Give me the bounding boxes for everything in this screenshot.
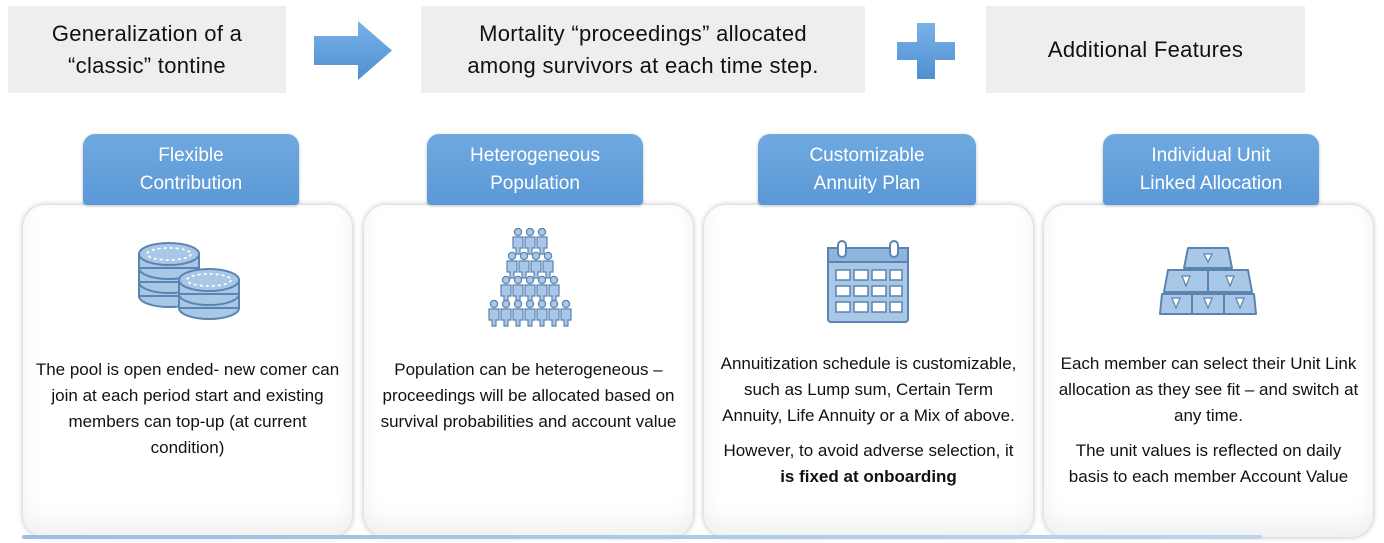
- header-box-additional-features: Additional Features: [986, 6, 1305, 93]
- header-box-classic-tontine: Generalization of a “classic” tontine: [8, 6, 286, 93]
- feature-title: Flexible Contribution: [139, 144, 243, 194]
- bottom-divider-line: [22, 535, 1262, 539]
- feature-tab-heterogeneous-population: Heterogeneous Population: [427, 134, 643, 205]
- header-box-classic-tontine-text: Generalization of a “classic” tontine: [51, 20, 243, 78]
- feature-desc-text-2: The unit values is reflected on daily ba…: [1068, 441, 1349, 486]
- feature-title: Customizable Annuity Plan: [809, 144, 925, 194]
- feature-title: Heterogeneous Population: [470, 144, 600, 194]
- feature-desc-text-2-prefix: However, to avoid adverse selection, it: [723, 441, 1014, 460]
- header-box-mortality: Mortality “proceedings” allocated among …: [421, 6, 865, 93]
- feature-title: Individual Unit Linked Allocation: [1139, 144, 1283, 194]
- feature-desc-flexible-contribution: The pool is open ended- new comer can jo…: [33, 357, 342, 461]
- gold-bars-icon: [1159, 247, 1257, 315]
- feature-tab-unit-linked: Individual Unit Linked Allocation: [1103, 134, 1319, 205]
- feature-desc-text: Annuitization schedule is customizable, …: [720, 354, 1017, 425]
- feature-desc-customizable-annuity: Annuitization schedule is customizable, …: [718, 351, 1019, 490]
- feature-desc-text: Population can be heterogeneous – procee…: [380, 360, 677, 431]
- feature-card-heterogeneous-population: [364, 205, 693, 537]
- feature-desc-text-2-bold: is fixed at onboarding: [780, 467, 957, 486]
- header-box-mortality-text: Mortality “proceedings” allocated among …: [467, 20, 819, 78]
- feature-desc-text: The pool is open ended- new comer can jo…: [35, 360, 340, 457]
- header-box-additional-features-text: Additional Features: [1047, 36, 1244, 62]
- arrow-right-icon: [314, 21, 392, 80]
- calendar-icon: [827, 240, 909, 323]
- feature-tab-flexible-contribution: Flexible Contribution: [83, 134, 299, 205]
- feature-desc-text-2: However, to avoid adverse selection, it …: [718, 438, 1019, 490]
- feature-desc-unit-linked: Each member can select their Unit Link a…: [1054, 351, 1363, 490]
- people-pyramid-icon: [488, 228, 572, 327]
- feature-desc-text: Each member can select their Unit Link a…: [1058, 354, 1359, 425]
- feature-desc-heterogeneous-population: Population can be heterogeneous – procee…: [374, 357, 683, 435]
- plus-icon: [897, 23, 955, 79]
- coins-icon: [138, 242, 240, 320]
- feature-tab-customizable-annuity: Customizable Annuity Plan: [758, 134, 976, 205]
